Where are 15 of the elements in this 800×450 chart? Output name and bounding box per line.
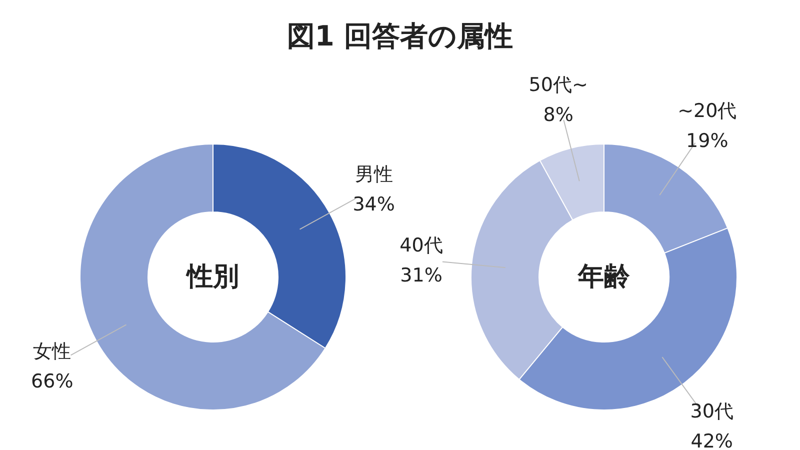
- text: 性別: [185, 262, 239, 292]
- data-label: 66%: [31, 370, 74, 392]
- data-label: 34%: [352, 194, 395, 216]
- chart-title: 図1 回答者の属性: [286, 20, 514, 52]
- data-label: 8%: [543, 104, 574, 126]
- slice-label: 40代: [400, 234, 443, 257]
- slice-label: 50代~: [528, 74, 588, 96]
- slice-label: 30代: [690, 400, 734, 422]
- slice-label: 女性: [33, 340, 72, 362]
- data-label: 19%: [686, 130, 728, 152]
- slice-label: ~20代: [678, 100, 737, 122]
- data-label: 42%: [690, 430, 733, 450]
- text: 年齢: [577, 262, 631, 292]
- slice-label: 男性: [354, 164, 393, 186]
- data-label: 31%: [400, 264, 442, 287]
